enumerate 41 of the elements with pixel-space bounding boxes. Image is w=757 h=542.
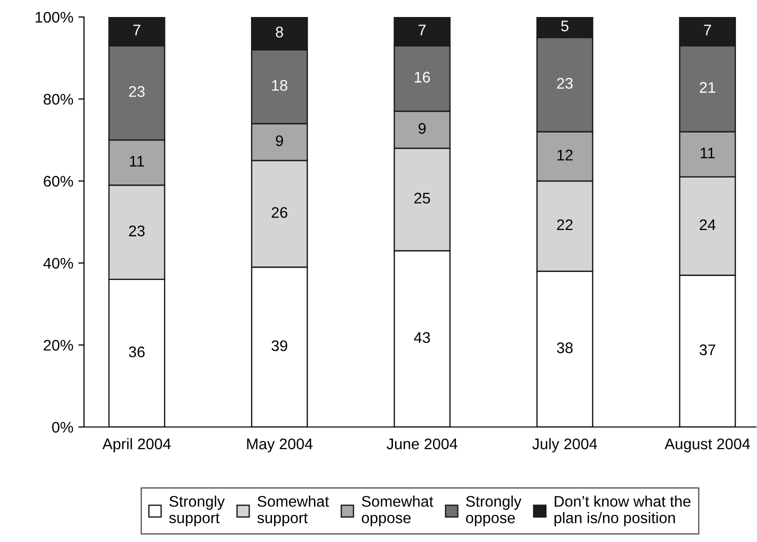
data-label: 24 (700, 219, 716, 230)
y-tick-label: 100% (36, 12, 74, 23)
x-tick-label: August 2004 (664, 438, 750, 452)
x-tick-label: May 2004 (247, 438, 313, 452)
data-label: 23 (129, 226, 145, 236)
data-label: 7 (418, 24, 426, 36)
data-label: 37 (700, 344, 716, 356)
legend-label: Strongly oppose (466, 496, 522, 526)
data-label: 39 (272, 340, 288, 352)
data-label: 36 (128, 346, 145, 358)
data-label: 11 (130, 156, 144, 166)
data-label: 8 (276, 26, 284, 38)
data-label: 12 (557, 150, 573, 160)
legend-label: Strongly support (169, 496, 225, 526)
data-label: 7 (133, 24, 140, 36)
data-label: 18 (272, 80, 288, 91)
data-label: 9 (276, 135, 283, 146)
data-label: 22 (557, 219, 573, 230)
data-label: 7 (704, 24, 711, 36)
data-label: 21 (700, 82, 716, 93)
legend-label: Somewhat support (257, 496, 329, 526)
data-label: 11 (700, 148, 715, 158)
data-label: 43 (414, 332, 430, 343)
y-tick-label: 80% (44, 94, 74, 105)
x-tick-label: July 2004 (532, 438, 598, 452)
x-tick-label: June 2004 (386, 438, 458, 450)
legend-label: Somewhat oppose (362, 496, 434, 526)
data-label: 9 (418, 123, 426, 134)
legend-label: Don’t know what the plan is/no position (554, 496, 690, 526)
data-label: 38 (556, 342, 573, 354)
data-label: 26 (272, 207, 288, 218)
y-tick-label: 40% (43, 258, 74, 269)
data-label: 5 (561, 20, 568, 32)
data-label: 23 (557, 78, 573, 89)
y-tick-label: 20% (44, 340, 74, 351)
data-label: 23 (129, 86, 145, 97)
data-label: 16 (414, 72, 430, 83)
x-tick-label: April 2004 (102, 438, 171, 452)
data-label: 25 (414, 192, 430, 204)
y-tick-label: 60% (44, 176, 74, 187)
y-tick-label: 0% (52, 422, 74, 433)
